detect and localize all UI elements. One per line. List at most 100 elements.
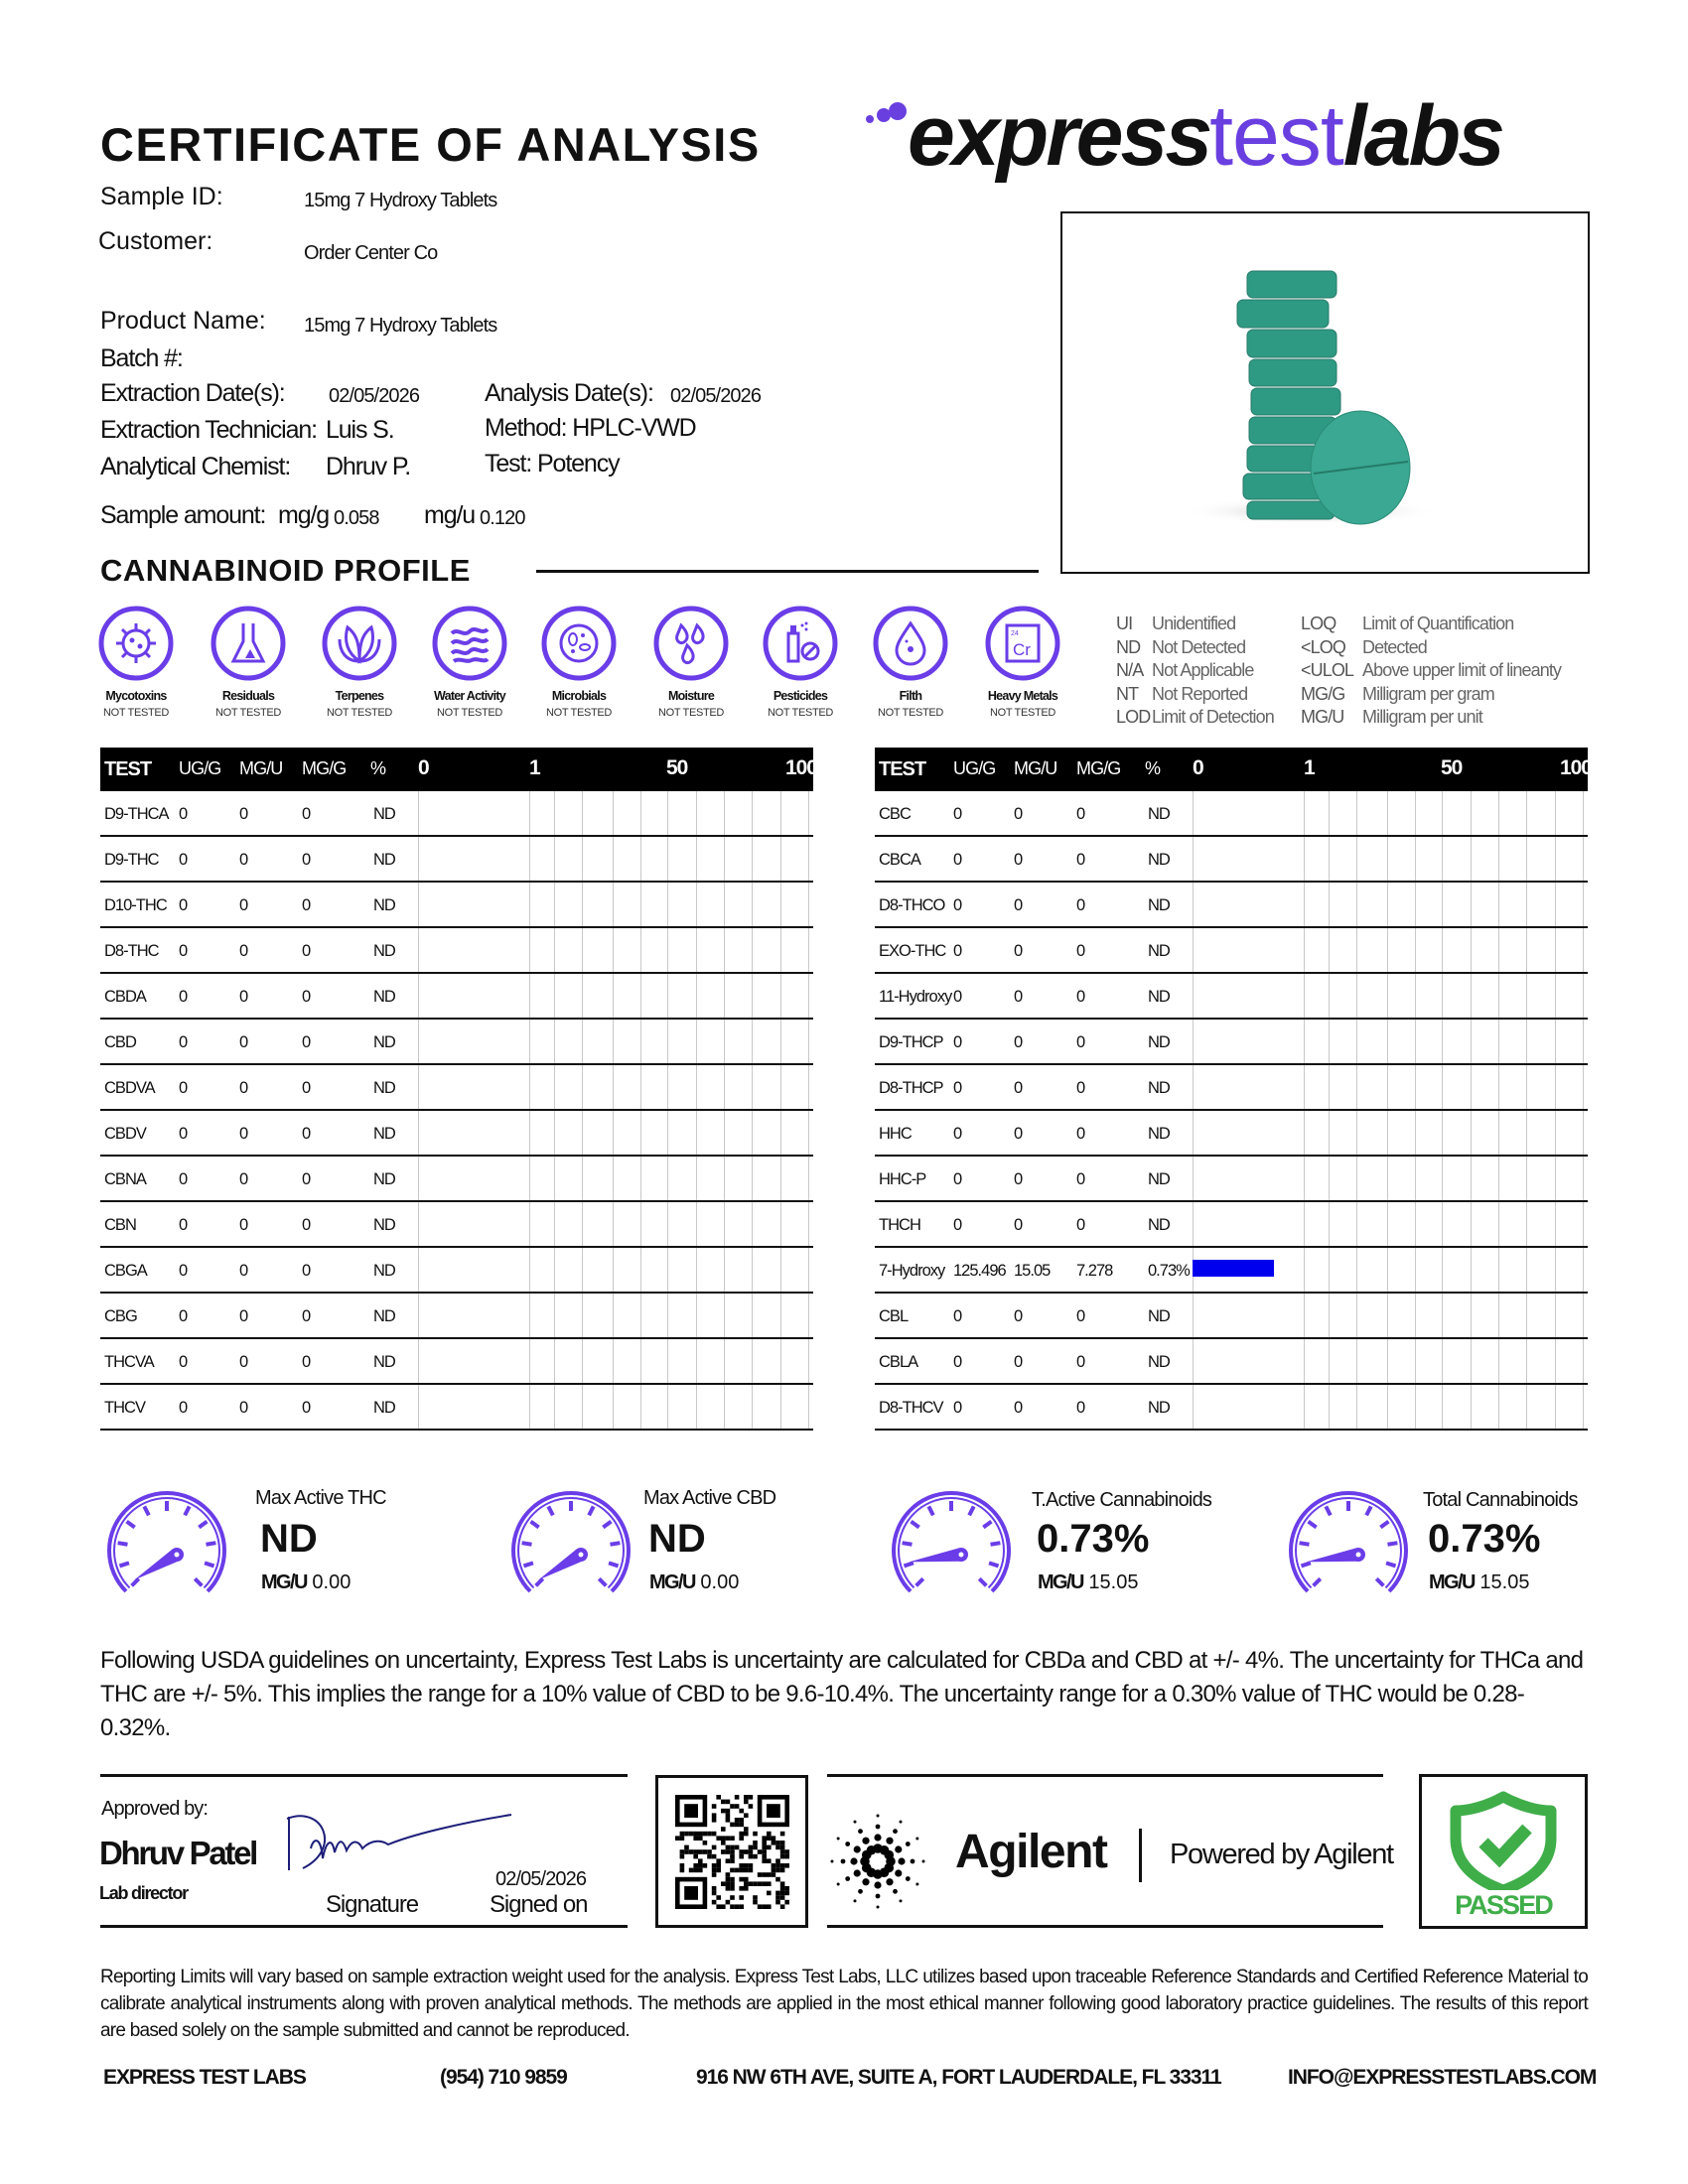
test-category-pesticides: Pesticides NOT TESTED <box>746 604 855 719</box>
column-header: MG/U <box>1014 758 1057 778</box>
grid-line <box>1387 883 1388 926</box>
grid-line <box>1555 1020 1556 1063</box>
grid-line <box>724 928 725 972</box>
grid-line <box>418 1157 419 1200</box>
analyte-value: 7.278 <box>1076 1262 1113 1280</box>
analyte-value: 0 <box>302 1353 311 1371</box>
grid-line <box>554 1111 555 1155</box>
analyte-value: 0 <box>953 988 962 1006</box>
analyte-value: ND <box>1148 1125 1171 1143</box>
category-status: NOT TESTED <box>327 707 392 719</box>
analyte-value: ND <box>1148 1033 1171 1051</box>
qr-code[interactable] <box>655 1775 808 1928</box>
grid-line <box>696 1385 697 1429</box>
category-label: Microbials <box>551 689 607 703</box>
analyte-name: CBCA <box>879 851 921 869</box>
grid-line <box>554 1202 555 1246</box>
grid-line <box>1387 1065 1388 1109</box>
grid-line <box>752 1111 753 1155</box>
grid-line <box>780 1294 781 1337</box>
table-row: D10-THC 0 0 0 ND <box>100 883 813 928</box>
grid-line <box>1304 791 1305 835</box>
column-header: % <box>1145 758 1161 778</box>
analyte-value: 0 <box>1076 1170 1085 1188</box>
grid-line <box>667 1020 668 1063</box>
gauge-unit: MG/U <box>649 1571 696 1593</box>
analyte-value: 0 <box>1014 851 1023 869</box>
gauge-unit: MG/U <box>1038 1571 1084 1593</box>
approval-top-rule <box>100 1774 628 1777</box>
grid-line <box>554 1339 555 1383</box>
grid-line <box>667 974 668 1018</box>
legend-desc: Milligram per gram <box>1362 683 1495 704</box>
grid-line <box>1555 1157 1556 1200</box>
grid-line <box>1329 1157 1330 1200</box>
grid-line <box>418 1020 419 1063</box>
analyte-value: 0 <box>953 1216 962 1234</box>
grid-line <box>1555 1065 1556 1109</box>
analyte-name: D8-THCP <box>879 1079 944 1097</box>
legend-desc: Detected <box>1362 636 1428 657</box>
waves-icon <box>432 606 507 681</box>
grid-line <box>1471 1111 1472 1155</box>
grid-line <box>780 791 781 835</box>
grid-line <box>1583 974 1584 1018</box>
analyte-name: THCH <box>879 1216 921 1234</box>
product-name-value: 15mg 7 Hydroxy Tablets <box>304 315 497 337</box>
grid-line <box>1356 1248 1357 1292</box>
grid-line <box>1498 1294 1499 1337</box>
grid-line <box>1583 837 1584 881</box>
agilent-top-rule <box>827 1774 1383 1777</box>
grid-line <box>613 1202 614 1246</box>
droplets-icon <box>653 606 729 681</box>
category-label: Pesticides <box>773 689 828 703</box>
grid-line <box>1329 1339 1330 1383</box>
grid-line <box>554 1294 555 1337</box>
analyte-value: 0 <box>179 1353 188 1371</box>
footer-email[interactable]: INFO@EXPRESSTESTLABS.COM <box>1288 2066 1597 2089</box>
grid-line <box>667 1248 668 1292</box>
column-header: UG/G <box>179 758 221 778</box>
grid-line <box>1498 1248 1499 1292</box>
table-row: CBDVA 0 0 0 ND <box>100 1065 813 1111</box>
grid-line <box>613 837 614 881</box>
grid-line <box>1193 1157 1194 1200</box>
grid-line <box>582 1157 583 1200</box>
grid-line <box>1526 883 1527 926</box>
grid-line <box>1356 1157 1357 1200</box>
legend-abbr: LOQ <box>1301 614 1336 633</box>
analyte-value: 0 <box>239 1216 248 1234</box>
analyte-name: CBN <box>104 1216 137 1234</box>
grid-line <box>1498 1065 1499 1109</box>
grid-line <box>613 791 614 835</box>
grid-line <box>1526 974 1527 1018</box>
grid-line <box>696 883 697 926</box>
analyte-name: THCVA <box>104 1353 155 1371</box>
grid-line <box>529 1111 530 1155</box>
grid-line <box>667 883 668 926</box>
grid-line <box>808 1339 809 1383</box>
grid-line <box>1442 883 1443 926</box>
grid-line <box>1304 1385 1305 1429</box>
analyte-value: ND <box>1148 896 1171 914</box>
approval-bottom-rule <box>100 1925 628 1928</box>
analyte-value: 0 <box>239 1307 248 1325</box>
svg-text:24: 24 <box>1011 630 1019 637</box>
grid-line <box>1498 1202 1499 1246</box>
grid-line <box>1442 1065 1443 1109</box>
legend-desc: Milligram per unit <box>1362 707 1483 727</box>
grid-line <box>418 928 419 972</box>
gauge-unit: MG/U <box>1429 1571 1476 1593</box>
grid-line <box>667 1385 668 1429</box>
grid-line <box>1415 1385 1416 1429</box>
analyte-name: HHC <box>879 1125 913 1143</box>
grid-line <box>529 1202 530 1246</box>
grid-line <box>1193 974 1194 1018</box>
analyte-value: 0 <box>953 1125 962 1143</box>
grid-line <box>780 974 781 1018</box>
microbe-icon <box>541 606 617 681</box>
analyte-value: 0 <box>179 1262 188 1280</box>
analyte-value: 0 <box>953 805 962 823</box>
shield-check-icon <box>1450 1791 1557 1890</box>
grid-line <box>1526 1202 1527 1246</box>
